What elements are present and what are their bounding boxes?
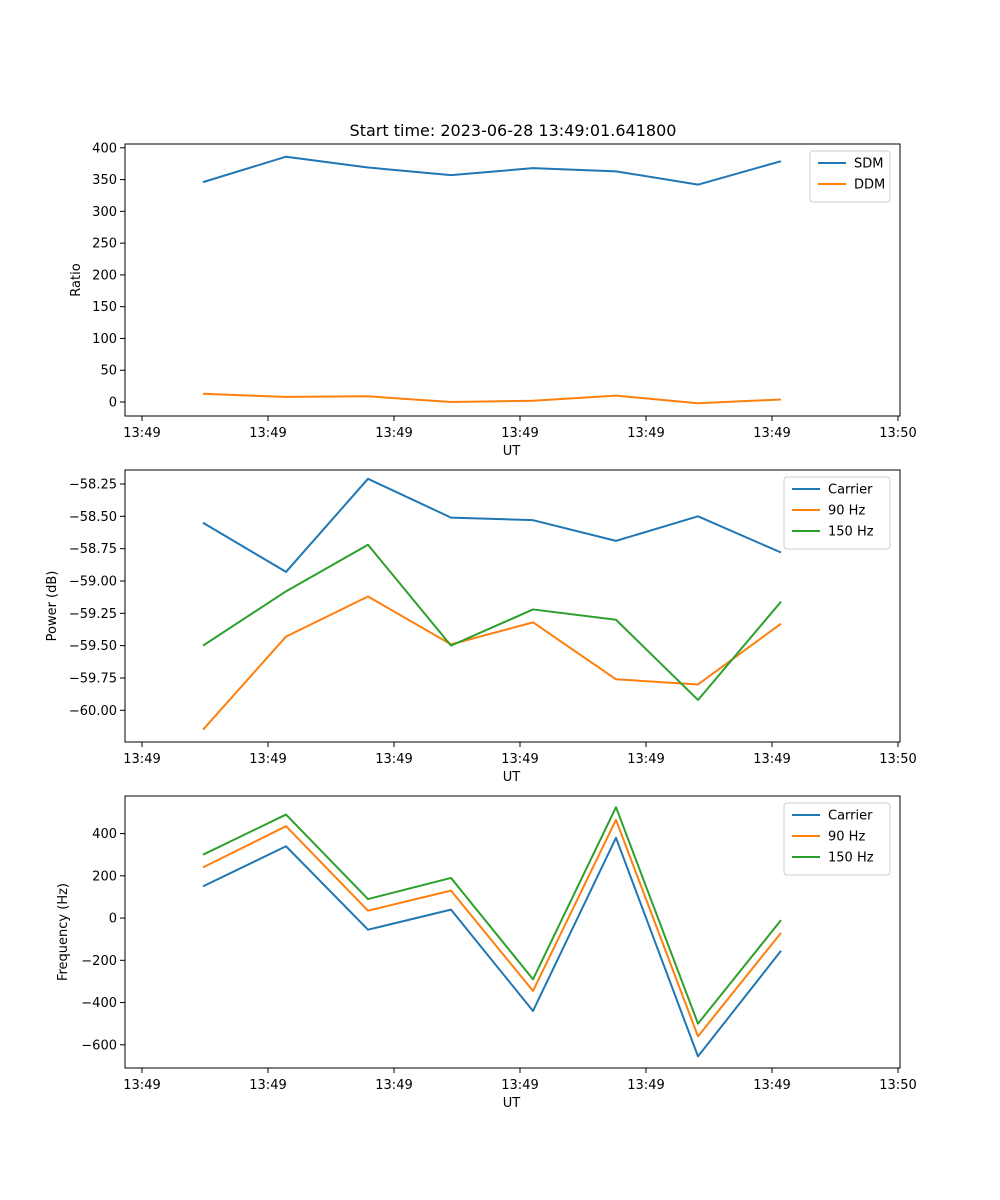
x-tick-label: 13:49 [123, 752, 160, 767]
y-tick-label: −60.00 [69, 704, 117, 719]
x-tick-label: 13:50 [879, 426, 916, 441]
series-line-carrier [202, 477, 782, 573]
y-tick-label: 0 [109, 912, 117, 927]
y-tick-label: −59.50 [69, 639, 117, 654]
x-tick-label: 13:49 [627, 752, 664, 767]
y-tick-label: 300 [92, 205, 117, 220]
y-tick-label: −59.75 [69, 671, 117, 686]
y-tick-label: 400 [92, 827, 117, 842]
y-tick-label: 250 [92, 237, 117, 252]
x-tick-label: 13:49 [249, 1078, 286, 1093]
x-tick-label: 13:49 [375, 752, 412, 767]
y-tick-label: −200 [81, 954, 117, 969]
x-axis-label: UT [503, 444, 521, 459]
legend-entry: 90 Hz [828, 830, 865, 845]
legend-entry: 90 Hz [828, 504, 865, 519]
y-tick-label: −400 [81, 996, 117, 1011]
x-tick-label: 13:49 [627, 426, 664, 441]
legend: Carrier 90 Hz 150 Hz [783, 476, 891, 550]
x-tick-label: 13:49 [501, 426, 538, 441]
series-line-150-hz [202, 806, 782, 1025]
series-line-90-hz [202, 595, 782, 731]
y-tick-label: 150 [92, 300, 117, 315]
x-tick-label: 13:49 [123, 1078, 160, 1093]
y-tick-label: −58.75 [69, 542, 117, 557]
y-tick-label: 200 [92, 268, 117, 283]
series-line-150-hz [202, 543, 782, 701]
y-axis-label: Power (dB) [45, 571, 60, 642]
legend-entry: SDM [854, 157, 883, 172]
legend-entry: Carrier [828, 483, 873, 498]
y-tick-label: 100 [92, 332, 117, 347]
chart-title: Start time: 2023-06-28 13:49:01.641800 [350, 121, 677, 140]
x-tick-label: 13:49 [249, 426, 286, 441]
x-tick-label: 13:50 [879, 1078, 916, 1093]
y-tick-label: −600 [81, 1038, 117, 1053]
subplot-3: 13:49 13:49 13:49 13:49 13:49 13:49 13:50 −600 −… [56, 795, 917, 1111]
legend: SDM DDM [809, 150, 891, 203]
y-axis-label: Ratio [69, 263, 84, 296]
subplot-1: 13:49 13:49 13:49 13:49 13:49 13:49 13:50 0 50 10… [69, 141, 917, 459]
subplots: 13:49 13:49 13:49 13:49 13:49 13:49 13:50 0 50 10… [45, 141, 917, 1111]
legend-entry: 150 Hz [828, 851, 874, 866]
y-tick-label: −59.00 [69, 574, 117, 589]
y-axis-label: Frequency (Hz) [56, 883, 71, 981]
axes-frame [124, 795, 901, 1069]
axes-frame [124, 469, 901, 743]
y-tick-label: −59.25 [69, 607, 117, 622]
subplot-2: 13:49 13:49 13:49 13:49 13:49 13:49 13:50 −60.0… [45, 469, 917, 785]
x-tick-label: 13:49 [627, 1078, 664, 1093]
x-tick-label: 13:49 [753, 426, 790, 441]
y-tick-label: 0 [109, 396, 117, 411]
x-tick-label: 13:49 [753, 1078, 790, 1093]
legend-entry: 150 Hz [828, 525, 874, 540]
legend-entry: Carrier [828, 809, 873, 824]
series-line-sdm [202, 155, 782, 186]
y-tick-label: 400 [92, 141, 117, 156]
x-tick-label: 13:49 [375, 426, 412, 441]
legend: Carrier 90 Hz 150 Hz [783, 802, 891, 876]
x-tick-label: 13:49 [123, 426, 160, 441]
x-axis-label: UT [503, 770, 521, 785]
series-line-90-hz [202, 818, 782, 1038]
x-tick-label: 13:49 [501, 1078, 538, 1093]
y-tick-label: 200 [92, 869, 117, 884]
axes-frame [124, 143, 901, 417]
x-axis-label: UT [503, 1096, 521, 1111]
y-tick-label: −58.25 [69, 477, 117, 492]
x-tick-label: 13:49 [249, 752, 286, 767]
series-line-carrier [202, 836, 782, 1058]
legend-entry: DDM [854, 178, 885, 193]
x-tick-label: 13:49 [501, 752, 538, 767]
y-tick-label: 350 [92, 173, 117, 188]
x-tick-label: 13:50 [879, 752, 916, 767]
y-tick-label: −58.50 [69, 510, 117, 525]
x-tick-label: 13:49 [753, 752, 790, 767]
y-tick-label: 50 [100, 364, 117, 379]
series-line-ddm [202, 392, 782, 405]
x-tick-label: 13:49 [375, 1078, 412, 1093]
